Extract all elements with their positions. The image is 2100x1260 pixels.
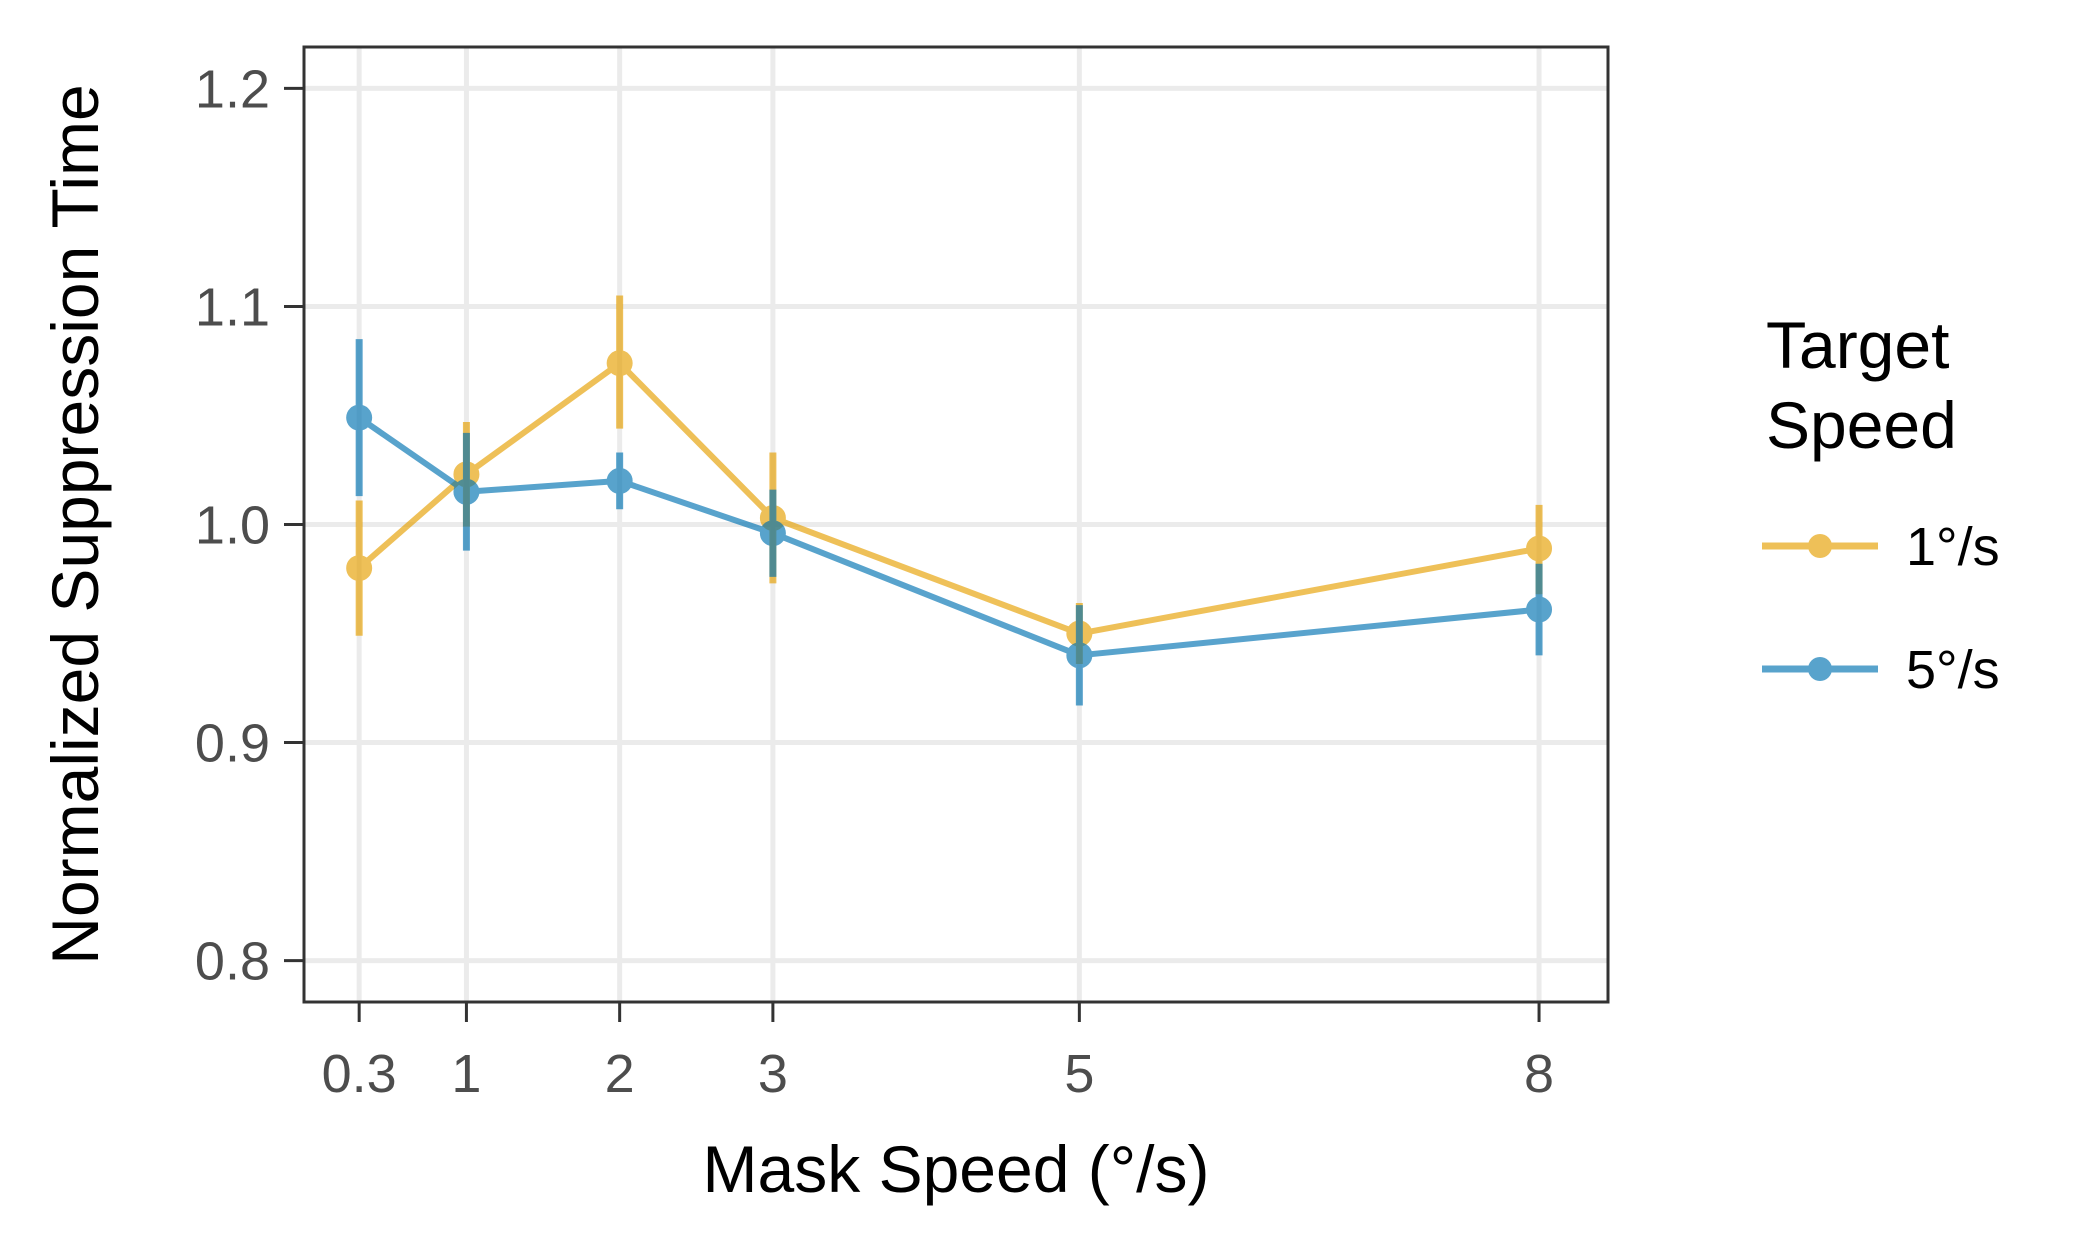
data-point [606, 350, 633, 377]
legend-key-point [1808, 534, 1832, 558]
legend-label: 5°/s [1906, 640, 2000, 700]
series-1 [346, 295, 1553, 665]
y-axis-tick-labels: 0.8 0.9 1.0 1.1 1.2 [195, 59, 270, 991]
legend: Target Speed 1°/s 5°/s [1762, 308, 2000, 700]
y-tick-label: 1.0 [195, 496, 270, 556]
axis-ticks [284, 86, 1541, 1022]
x-tick-label: 1 [451, 1044, 481, 1104]
x-tick-label: 2 [605, 1044, 635, 1104]
legend-title-line-1: Target [1766, 308, 1949, 382]
data-point [1526, 535, 1553, 562]
legend-label: 1°/s [1906, 517, 2000, 577]
x-tick-label: 3 [758, 1044, 788, 1104]
data-point [1066, 642, 1093, 669]
y-tick-label: 0.8 [195, 932, 270, 992]
y-tick-label: 0.9 [195, 714, 270, 774]
y-tick-label: 1.1 [195, 277, 270, 337]
grid-lines [304, 47, 1608, 1002]
data-point [1526, 596, 1553, 623]
data-point [346, 555, 373, 582]
legend-key [1762, 657, 1878, 681]
series-line [357, 415, 1540, 659]
data-point [759, 520, 786, 547]
x-tick-label: 0.3 [322, 1044, 397, 1104]
x-axis-tick-labels: 0.3 1 2 3 5 8 [322, 1044, 1554, 1104]
data-point [453, 478, 480, 505]
x-axis-title: Mask Speed (°/s) [703, 1132, 1210, 1206]
data-point [346, 404, 373, 431]
x-tick-label: 5 [1064, 1044, 1094, 1104]
data-point [606, 467, 633, 494]
x-tick-label: 8 [1524, 1044, 1554, 1104]
y-tick-label: 1.2 [195, 59, 270, 119]
legend-title-line-2: Speed [1766, 388, 1957, 462]
y-axis-title: Normalized Suppression Time [38, 84, 112, 964]
legend-key-point [1808, 657, 1832, 681]
series-line [357, 360, 1540, 637]
series-layer [346, 295, 1553, 706]
legend-key [1762, 534, 1878, 558]
series-2 [346, 339, 1553, 706]
